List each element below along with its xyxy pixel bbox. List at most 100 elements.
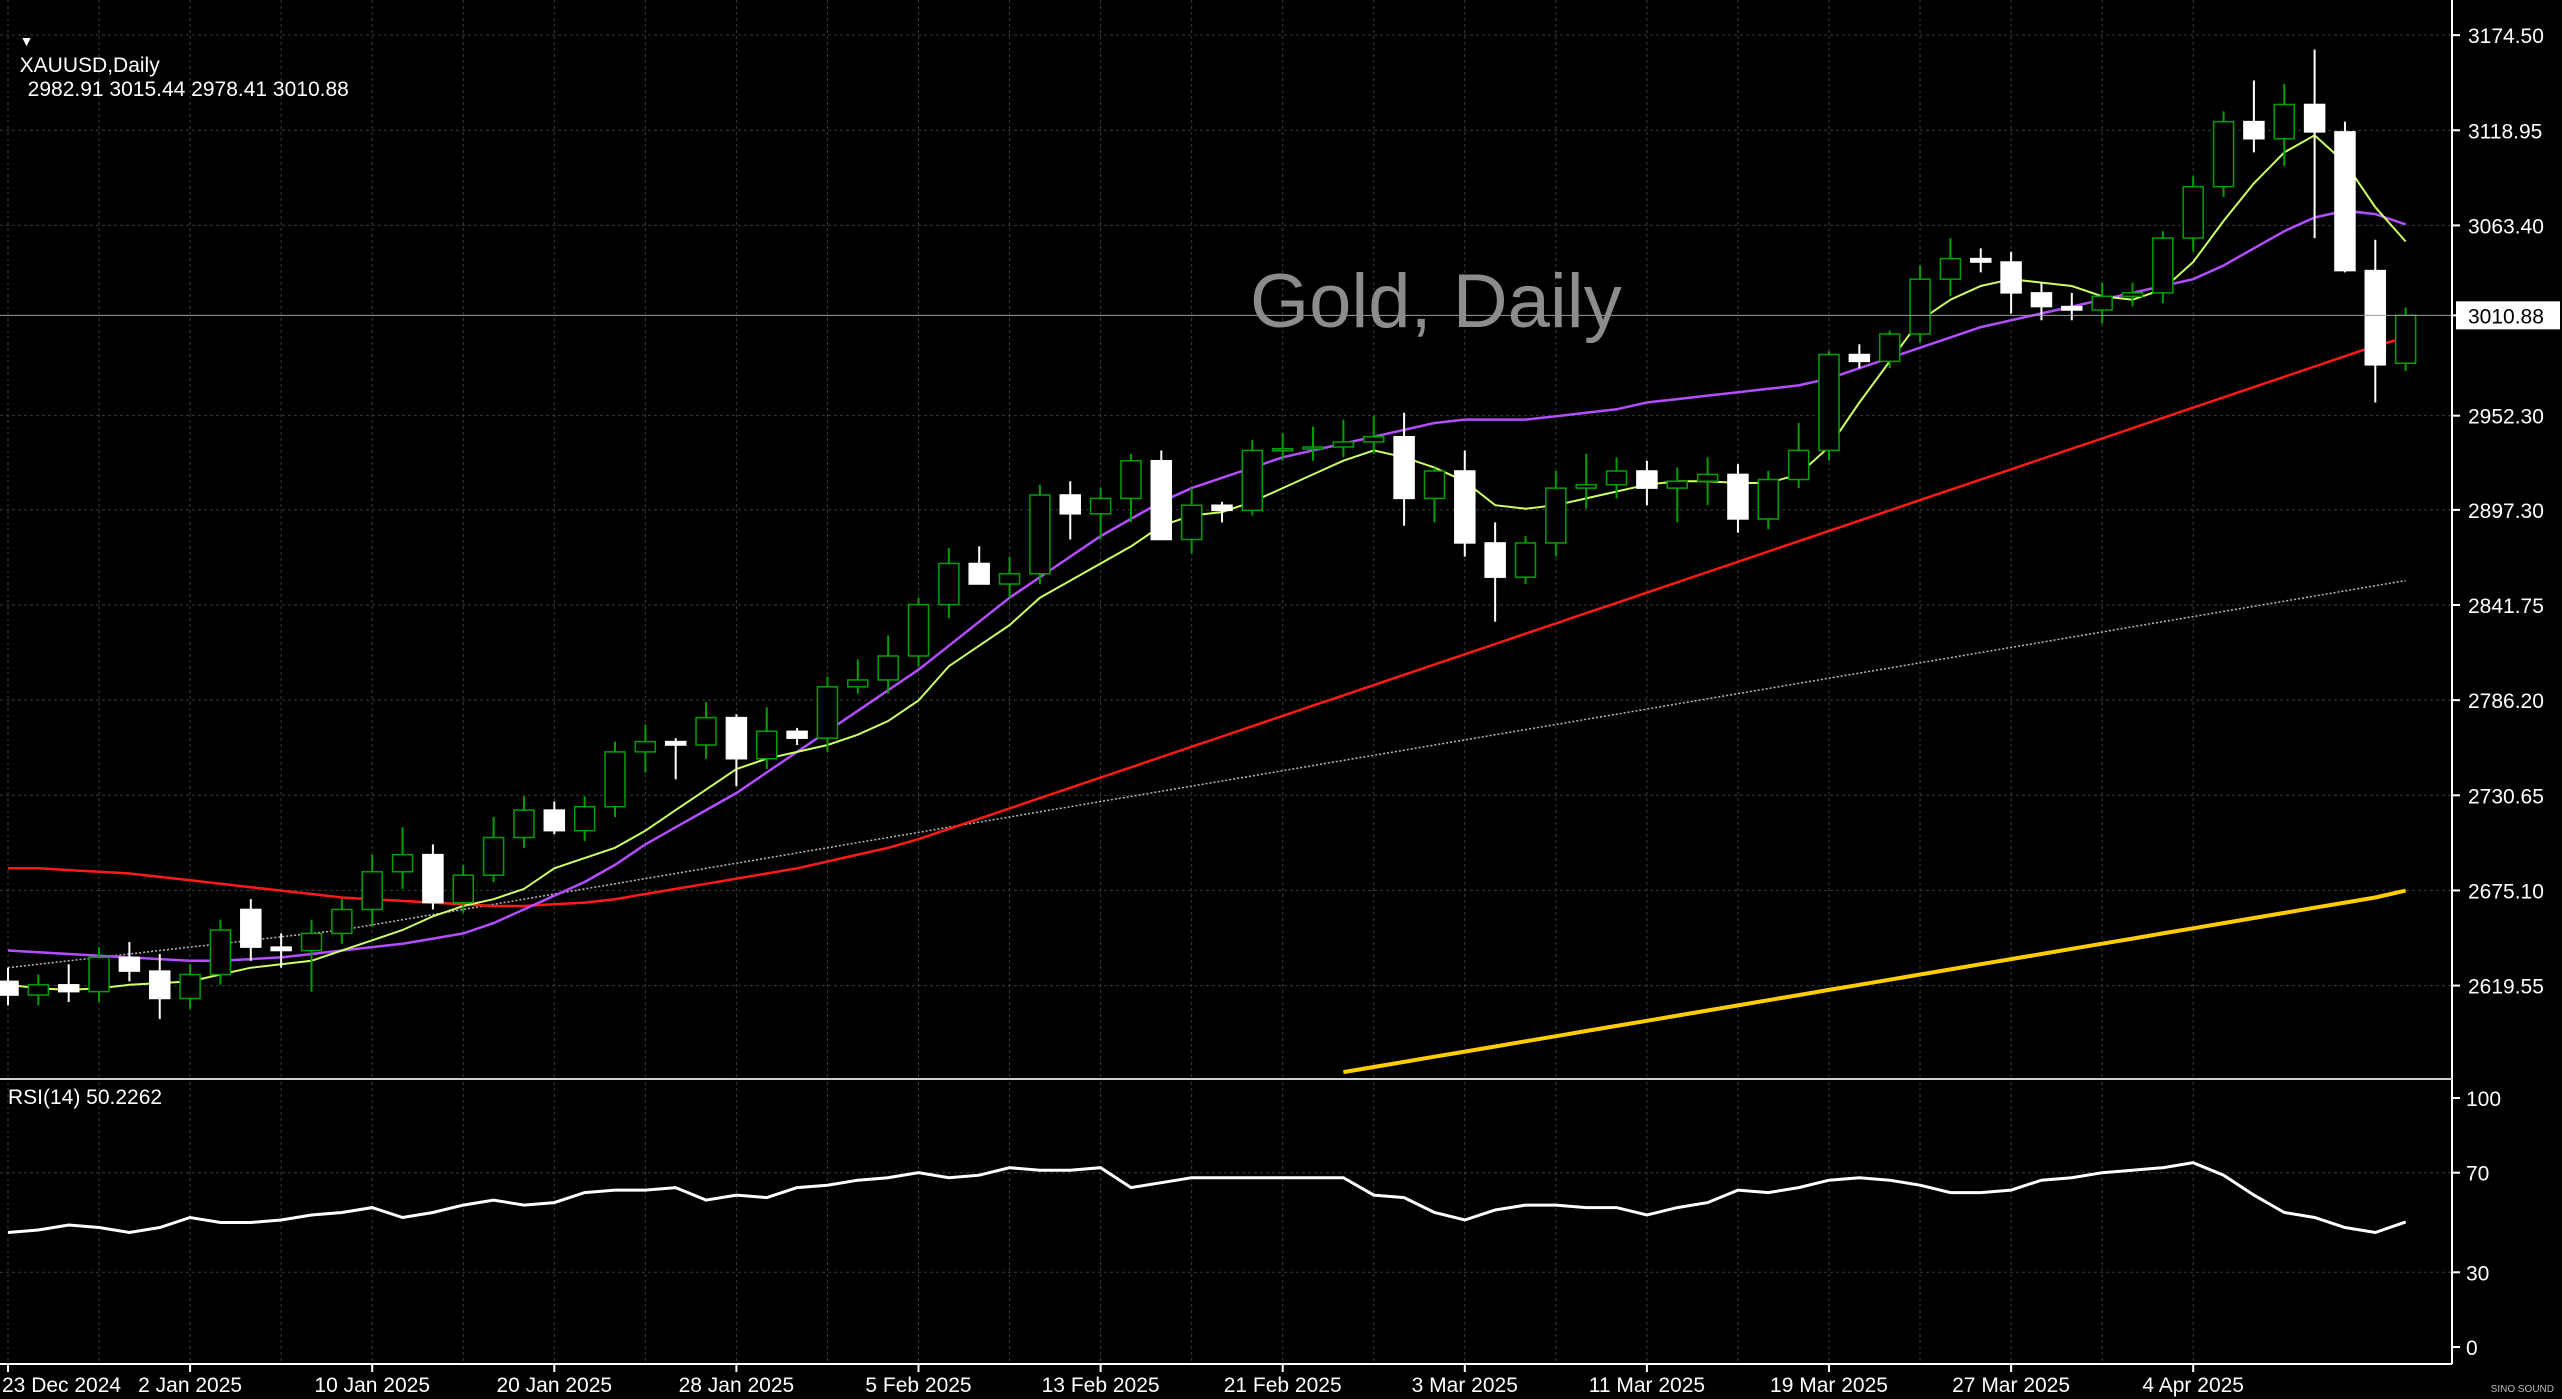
candle-body	[1909, 278, 1931, 335]
current-price-box	[2456, 301, 2560, 330]
candle-body	[422, 853, 444, 904]
ma-mid-line	[7, 209, 2407, 963]
candle-body	[1484, 542, 1506, 578]
axes	[0, 0, 2453, 1365]
candle-body	[877, 655, 899, 681]
candle-body	[1059, 494, 1081, 515]
candle-body	[1302, 446, 1324, 450]
time-tick-label: 23 Dec 2024	[2, 1374, 121, 1397]
candle-body	[1180, 504, 1203, 541]
candle-body	[1939, 257, 1962, 280]
candle-body	[1970, 257, 1992, 263]
time-tick-label: 5 Feb 2025	[865, 1374, 971, 1397]
candle-body	[240, 908, 262, 948]
price-tick-label: 2619.55	[2468, 976, 2544, 999]
time-tick-label: 3 Mar 2025	[1412, 1374, 1518, 1397]
candle-body	[57, 984, 80, 993]
candle-body	[1757, 478, 1780, 520]
candle-body	[1787, 449, 1810, 481]
candle-body	[664, 740, 687, 746]
candle-body	[2334, 131, 2356, 272]
time-tick-label: 20 Jan 2025	[496, 1374, 612, 1397]
candle-body	[2030, 292, 2053, 308]
candle-body	[604, 751, 626, 808]
rsi-grid	[0, 1082, 2452, 1364]
time-tick-label: 10 Jan 2025	[314, 1374, 430, 1397]
candle-body	[1150, 459, 1173, 541]
candle-body	[1575, 483, 1597, 489]
candle-body	[1727, 473, 1749, 520]
time-tick-label: 19 Mar 2025	[1770, 1374, 1888, 1397]
candle-body	[543, 809, 566, 832]
candle-body	[907, 603, 930, 657]
candle-body	[1818, 353, 1840, 452]
price-tick-label: 2897.30	[2468, 500, 2544, 523]
price-tick-label: 3174.50	[2468, 25, 2544, 48]
candle-body	[179, 973, 201, 1000]
candle-body	[816, 686, 839, 739]
candle-body	[118, 956, 141, 972]
candle-body	[361, 871, 383, 911]
candle-body	[1423, 470, 1446, 500]
candle-body	[938, 562, 960, 606]
ma-slow-line	[8, 336, 2407, 908]
candle-body	[1666, 480, 1688, 489]
candle-body	[2243, 120, 2265, 140]
candle-body	[968, 562, 990, 585]
price-tick-label: 2786.20	[2468, 690, 2544, 713]
rsi-line	[7, 1161, 2407, 1235]
candle-body	[1211, 504, 1233, 512]
candle-body	[300, 932, 323, 952]
candle-body	[786, 730, 808, 739]
time-tick-label: 27 Mar 2025	[1952, 1374, 2070, 1397]
candle-body	[1454, 470, 1476, 544]
price-tick-label: 2730.65	[2468, 785, 2544, 808]
candle-body	[2394, 314, 2417, 364]
candle-body	[2152, 237, 2174, 294]
candle-body	[1120, 459, 1142, 500]
ma-long-line	[7, 579, 2406, 969]
time-tick-label: 28 Jan 2025	[679, 1374, 795, 1397]
candle-body	[2091, 295, 2113, 311]
rsi-series	[7, 1161, 2407, 1235]
candle-body	[452, 874, 474, 904]
candle-body	[2121, 292, 2144, 298]
candle-body	[2364, 269, 2387, 366]
candle-body	[1029, 494, 1051, 575]
price-tick-label: 2952.30	[2468, 406, 2544, 429]
triangle-down-icon[interactable]: ▼	[19, 33, 34, 49]
candle-body	[1696, 473, 1719, 483]
time-tick-label: 21 Feb 2025	[1224, 1374, 1342, 1397]
candle-body	[2000, 261, 2022, 294]
candle-body	[1393, 435, 1415, 500]
candle-body	[2061, 305, 2083, 311]
candle-body	[391, 853, 414, 873]
price-tick-label: 2841.75	[2468, 595, 2544, 618]
candle-body	[725, 716, 748, 760]
candle-body	[149, 970, 171, 1000]
candle-body	[634, 740, 657, 753]
price-tick-label: 3063.40	[2468, 215, 2544, 238]
candle-body	[1089, 497, 1112, 515]
candle-body	[1271, 447, 1294, 452]
candle-body	[27, 984, 50, 996]
ohlc-values: 2982.91 3015.44 2978.41 3010.88	[27, 78, 349, 101]
candle-body	[88, 956, 110, 993]
symbol-header[interactable]: ▼ XAUUSD,Daily 2982.91 3015.44 2978.41 3…	[8, 6, 349, 102]
rsi-label: RSI(14) 50.2262	[8, 1086, 163, 1109]
candle-body	[1363, 435, 1385, 443]
candle-body	[2182, 185, 2204, 239]
rsi-tick-label: 70	[2466, 1163, 2489, 1186]
rsi-tick-label: 30	[2466, 1262, 2489, 1285]
candle-body	[270, 946, 292, 952]
candle-body	[1848, 353, 1871, 363]
candle-body	[1332, 441, 1355, 448]
candle-body	[1545, 487, 1567, 544]
time-tick-label: 2 Jan 2025	[138, 1374, 242, 1397]
price-tick-label: 2675.10	[2468, 880, 2544, 903]
candle-body	[2303, 103, 2326, 133]
candle-body	[847, 679, 869, 688]
candle-body	[1636, 470, 1658, 489]
candle-body	[513, 809, 535, 839]
axis-labels: 3174.50 3118.95 3063.40 3010.88 2952.30 2897.…	[2, 25, 2560, 1397]
